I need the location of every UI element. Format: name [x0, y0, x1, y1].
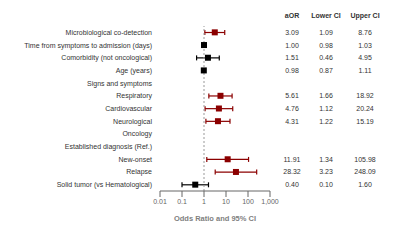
svg-text:New-onset: New-onset	[119, 156, 153, 163]
svg-text:Odds Ratio and 95% CI: Odds Ratio and 95% CI	[174, 214, 256, 223]
svg-text:Established diagnosis (Ref.): Established diagnosis (Ref.)	[65, 143, 152, 151]
svg-text:248.09: 248.09	[354, 168, 376, 175]
svg-text:0.98: 0.98	[285, 67, 299, 74]
svg-text:Neurological: Neurological	[113, 118, 152, 126]
svg-text:105.98: 105.98	[354, 156, 376, 163]
svg-text:8.76: 8.76	[358, 29, 372, 36]
svg-text:1.11: 1.11	[358, 67, 371, 74]
svg-text:3.09: 3.09	[285, 29, 299, 36]
svg-text:100: 100	[242, 198, 254, 205]
svg-text:Age (years): Age (years)	[116, 67, 152, 75]
svg-text:Comorbidity (not oncological): Comorbidity (not oncological)	[61, 54, 152, 62]
svg-text:1,000: 1,000	[261, 198, 279, 205]
svg-text:0.46: 0.46	[319, 54, 333, 61]
svg-text:1.22: 1.22	[319, 118, 333, 125]
svg-text:1.00: 1.00	[285, 42, 299, 49]
svg-text:0.10: 0.10	[319, 181, 333, 188]
svg-text:Respiratory: Respiratory	[116, 92, 152, 100]
svg-text:0.1: 0.1	[177, 198, 187, 205]
svg-text:18.92: 18.92	[356, 92, 374, 99]
html-text:aOR: aOR	[284, 12, 300, 19]
svg-text:0.40: 0.40	[285, 181, 299, 188]
svg-text:20.24: 20.24	[356, 105, 374, 112]
svg-text:4.95: 4.95	[358, 54, 372, 61]
html-text:Lower CI: Lower CI	[311, 12, 341, 19]
svg-text:Microbiological co-detection: Microbiological co-detection	[66, 29, 152, 37]
svg-text:0.01: 0.01	[153, 198, 167, 205]
svg-text:1: 1	[202, 198, 206, 205]
svg-text:Cardiovascular: Cardiovascular	[105, 105, 152, 112]
svg-text:1.51: 1.51	[285, 54, 299, 61]
svg-text:15.19: 15.19	[356, 118, 374, 125]
svg-text:4.76: 4.76	[285, 105, 299, 112]
svg-text:4.31: 4.31	[285, 118, 299, 125]
svg-text:Time from symptoms to admissio: Time from symptoms to admission (days)	[24, 42, 152, 50]
html-text:Upper CI: Upper CI	[350, 12, 380, 19]
svg-text:28.32: 28.32	[283, 168, 301, 175]
svg-text:0.87: 0.87	[319, 67, 333, 74]
svg-text:Signs and symptoms: Signs and symptoms	[87, 80, 152, 88]
svg-text:Oncology: Oncology	[122, 130, 152, 138]
svg-text:11.91: 11.91	[284, 156, 301, 163]
svg-text:Solid tumor (vs Hematological): Solid tumor (vs Hematological)	[57, 181, 152, 189]
svg-text:5.61: 5.61	[285, 92, 299, 99]
svg-text:1.09: 1.09	[319, 29, 333, 36]
svg-text:1.34: 1.34	[319, 156, 333, 163]
svg-text:0.98: 0.98	[319, 42, 333, 49]
svg-text:1.66: 1.66	[319, 92, 333, 99]
svg-text:3.23: 3.23	[319, 168, 333, 175]
svg-text:1.60: 1.60	[358, 181, 372, 188]
svg-text:Relapse: Relapse	[126, 168, 152, 176]
svg-text:10: 10	[222, 198, 230, 205]
svg-text:1.03: 1.03	[358, 42, 372, 49]
svg-text:1.12: 1.12	[319, 105, 333, 112]
